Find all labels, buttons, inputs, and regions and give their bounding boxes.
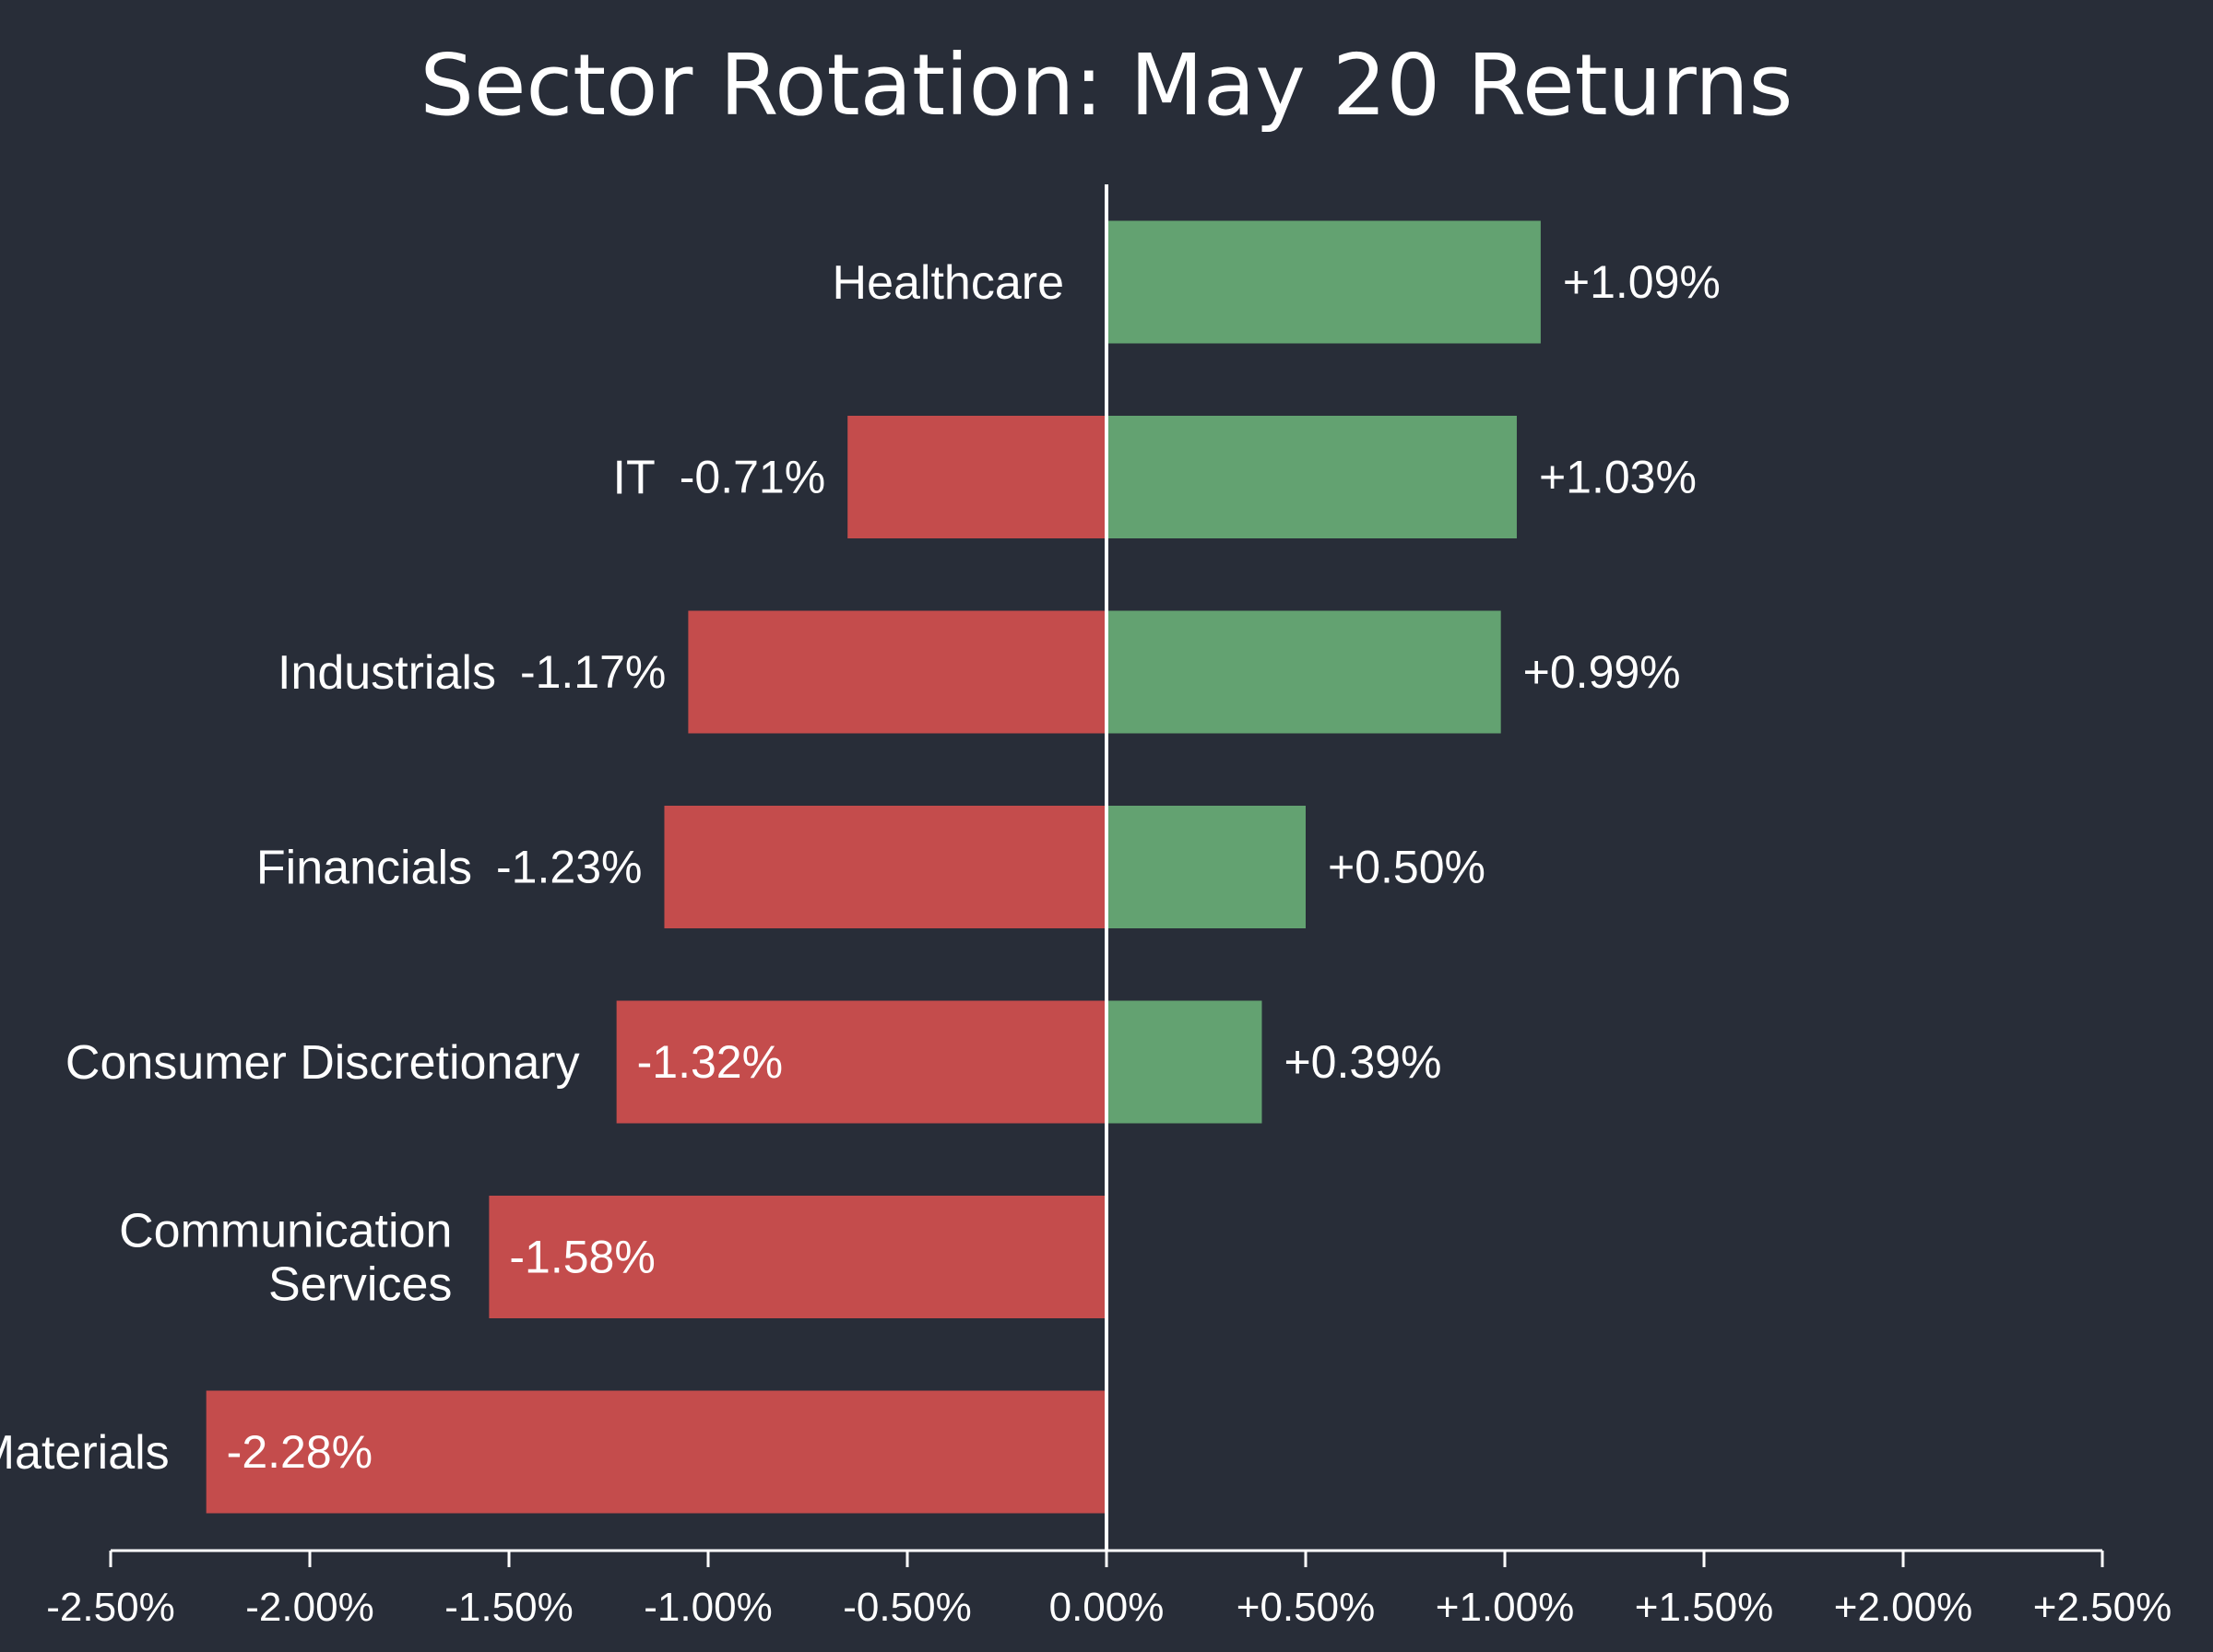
bar-negative: [664, 806, 1106, 928]
bar-positive: [1106, 416, 1517, 538]
category-label: Services: [268, 1258, 452, 1312]
category-label: Materials: [0, 1426, 170, 1480]
bar-value-label-positive: +0.50%: [1328, 842, 1485, 893]
bar-positive: [1106, 610, 1501, 734]
bar-value-label-positive: +0.39%: [1284, 1036, 1441, 1088]
bar-negative: [616, 1000, 1106, 1124]
category-label: Financials: [256, 842, 472, 895]
bar-value-label-negative: -2.28%: [227, 1426, 373, 1478]
category-label: Consumer Discretionary: [65, 1036, 580, 1090]
bar-positive: [1106, 220, 1541, 344]
x-tick-label: -2.50%: [46, 1585, 174, 1630]
bar-value-label-negative: -1.17%: [520, 646, 666, 698]
x-tick-label: -2.00%: [245, 1585, 373, 1630]
x-tick-label: -0.50%: [843, 1585, 971, 1630]
x-tick-label: +1.00%: [1436, 1585, 1574, 1630]
bar-value-label-negative: -1.32%: [637, 1036, 783, 1088]
axis-layer: -2.50% -2.00% -1.50% -1.00% -0.50% 0.00% +0.50…: [46, 184, 2172, 1630]
bar-positive: [1106, 806, 1306, 928]
bars-layer: [206, 220, 1541, 1514]
bar-positive: [1106, 1000, 1262, 1124]
category-label: Communication: [119, 1205, 452, 1258]
bar-value-label-negative: -0.71%: [680, 452, 825, 503]
bar-value-label-negative: -1.58%: [509, 1232, 655, 1283]
category-label: IT: [613, 452, 656, 505]
x-tick-label: +2.50%: [2033, 1585, 2172, 1630]
bar-negative: [489, 1196, 1106, 1318]
x-tick-label: +1.50%: [1635, 1585, 1773, 1630]
bar-negative: [688, 610, 1106, 734]
bar-negative: [206, 1390, 1106, 1514]
x-tick-label: +2.00%: [1834, 1585, 1972, 1630]
bar-value-label-negative: -1.23%: [496, 842, 642, 893]
bar-value-label-positive: +1.09%: [1563, 256, 1721, 308]
x-tick-label: -1.00%: [644, 1585, 772, 1630]
labels-layer: +1.09% Healthcare +1.03% -0.71% IT +0.99% -1.1…: [0, 256, 1721, 1480]
category-label: Industrials: [278, 646, 496, 700]
x-tick-label: -1.50%: [444, 1585, 573, 1630]
chart-title: Sector Rotation: May 20 Returns: [420, 36, 1793, 135]
bar-value-label-positive: +0.99%: [1523, 646, 1681, 698]
category-label: Healthcare: [833, 256, 1064, 310]
x-tick-label: 0.00%: [1049, 1585, 1165, 1630]
bar-negative: [847, 416, 1106, 538]
x-tick-label: +0.50%: [1237, 1585, 1375, 1630]
bar-value-label-positive: +1.03%: [1539, 452, 1697, 503]
